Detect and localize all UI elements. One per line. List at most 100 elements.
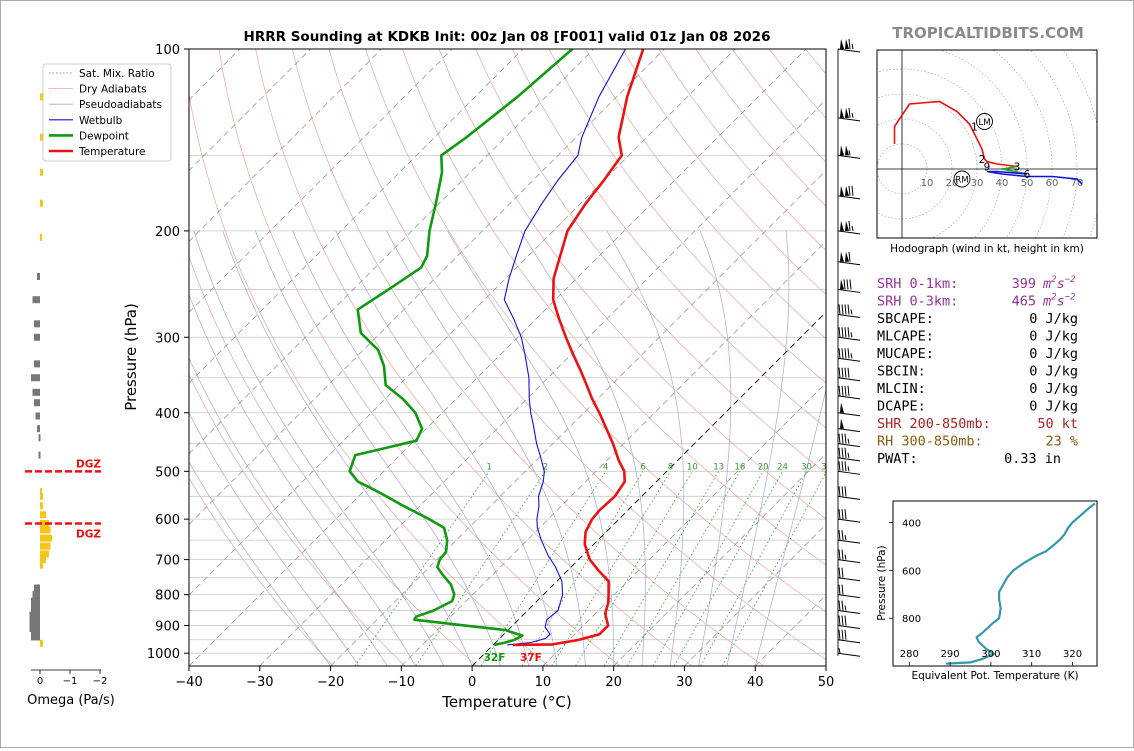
pseudoadiabat-line — [222, 230, 473, 666]
stat-value: 23 % — [1045, 434, 1078, 450]
y-axis-label: Pressure (hPa) — [122, 303, 140, 411]
wind-barb — [837, 447, 861, 462]
dgz-label: DGZ — [76, 528, 101, 540]
skew-t-profiles: 1 2 4 6 8 10 13 16 20 24 30 36 — [348, 49, 832, 647]
dry-adiabat-line — [189, 255, 477, 666]
wind-barb-full — [838, 509, 841, 520]
mixing-ratio-label: 36 — [821, 462, 832, 472]
theta-e-y-tick-label: 400 — [902, 519, 921, 530]
x-tick-label: 40 — [747, 675, 764, 690]
wind-barb-full — [847, 367, 850, 378]
dry-adiabat-line — [189, 477, 334, 666]
stat-label: PWAT: — [877, 451, 918, 467]
legend-label: Pseudoadiabats — [79, 99, 162, 111]
wind-barb — [837, 385, 861, 400]
stat-label: MUCAPE: — [877, 346, 934, 362]
wind-barb-full — [841, 486, 844, 497]
omega-bar — [40, 556, 46, 564]
x-tick-label: −10 — [388, 675, 415, 690]
wind-barb-full — [848, 220, 851, 231]
mixing-ratio-label: 8 — [668, 462, 673, 472]
wind-barb-flag — [840, 145, 844, 156]
omega-bar — [40, 511, 46, 519]
wind-barb-half — [850, 332, 853, 338]
wind-barb-full — [844, 385, 847, 396]
pseudoadiabat-line — [447, 230, 615, 666]
skew-t-axes: 32F 37F −40 −30 −20 −10 0 10 20 30 40 50 100 200 300 40… — [147, 43, 834, 690]
omega-bar — [40, 492, 43, 500]
hodograph-height-label: 3 — [1014, 162, 1021, 174]
wind-barb-half — [848, 150, 851, 156]
wind-barb-full — [851, 185, 854, 196]
pseudoadiabat-line — [189, 461, 331, 666]
isotherm-line — [471, 311, 826, 666]
mixing-ratio-line — [354, 471, 490, 666]
wind-barb-half — [851, 43, 854, 50]
isotherm-line — [613, 453, 826, 666]
dry-adiabat-line — [438, 49, 826, 520]
hodograph-ring-label: 20 — [946, 178, 959, 189]
omega-bar — [31, 374, 40, 382]
pseudoadiabat-line — [292, 230, 530, 666]
omega-bar — [40, 233, 42, 241]
wind-barb-shaft — [837, 288, 861, 293]
wind-barb — [837, 367, 861, 382]
wind-barb-flag — [845, 39, 849, 49]
wind-barb-half — [844, 535, 847, 541]
wind-barb-full — [838, 600, 841, 611]
wind-barb-half — [838, 648, 841, 654]
wind-barb-full — [841, 304, 844, 315]
wind-barb-half — [844, 605, 847, 611]
x-tick-label: −40 — [175, 675, 202, 690]
mixing-ratio-label: 4 — [603, 462, 608, 472]
x-tick-label: 0 — [468, 675, 476, 690]
mixing-ratio-label: 16 — [734, 462, 745, 472]
wind-barb-full — [838, 367, 841, 378]
omega-bar — [40, 93, 43, 101]
omega-bar — [29, 616, 40, 624]
omega-bar — [40, 133, 43, 141]
y-tick-label: 500 — [155, 465, 180, 480]
wind-barb-full — [838, 461, 841, 472]
pseudoadiabat-line — [726, 230, 790, 666]
wind-barb — [837, 615, 861, 630]
wind-barb-full — [844, 327, 847, 338]
wind-barb-flag — [845, 251, 849, 262]
theta-e-x-tick-label: 310 — [1022, 649, 1041, 660]
omega-bar — [38, 451, 41, 459]
x-tick-label: −20 — [317, 675, 344, 690]
omega-bar — [40, 199, 43, 207]
dry-adiabat-line — [585, 49, 826, 340]
mixing-ratio-line — [722, 471, 826, 666]
omega-tick-label: −2 — [93, 676, 108, 687]
omega-bar — [40, 488, 42, 496]
wind-barb-shaft — [837, 625, 861, 630]
theta-e-x-tick-label: 290 — [941, 649, 960, 660]
wind-barbs — [837, 38, 861, 657]
wind-barb-shaft — [837, 154, 861, 159]
stat-value: 0.33 in — [1004, 451, 1061, 467]
wind-barb-full — [838, 348, 841, 359]
legend: Sat. Mix. Ratio Dry Adiabats Pseudoadiabat… — [42, 63, 172, 162]
wind-barb-shaft — [837, 652, 861, 657]
wind-barb-full — [848, 185, 851, 196]
wind-barb-shaft — [837, 518, 861, 523]
theta-e-y-tick-label: 800 — [902, 614, 921, 625]
omega-bar — [40, 168, 43, 176]
wind-barb — [837, 486, 861, 500]
wind-barb-full — [844, 629, 847, 640]
wind-barb-full — [847, 348, 850, 359]
wind-barb-full — [838, 327, 841, 338]
stat-value: 465 — [1012, 294, 1036, 310]
stat-label: SRH 0-3km: — [877, 294, 958, 310]
wind-barb-full — [838, 567, 841, 578]
stat-label: SRH 0-1km: — [877, 276, 958, 292]
wind-barb — [837, 461, 861, 475]
wind-barb — [837, 648, 861, 657]
isotherm-line — [825, 665, 826, 666]
wind-barb-full — [844, 433, 847, 444]
wind-barb-full — [844, 447, 847, 458]
mixing-ratio-label: 13 — [713, 462, 724, 472]
y-tick-label: 800 — [155, 589, 180, 604]
